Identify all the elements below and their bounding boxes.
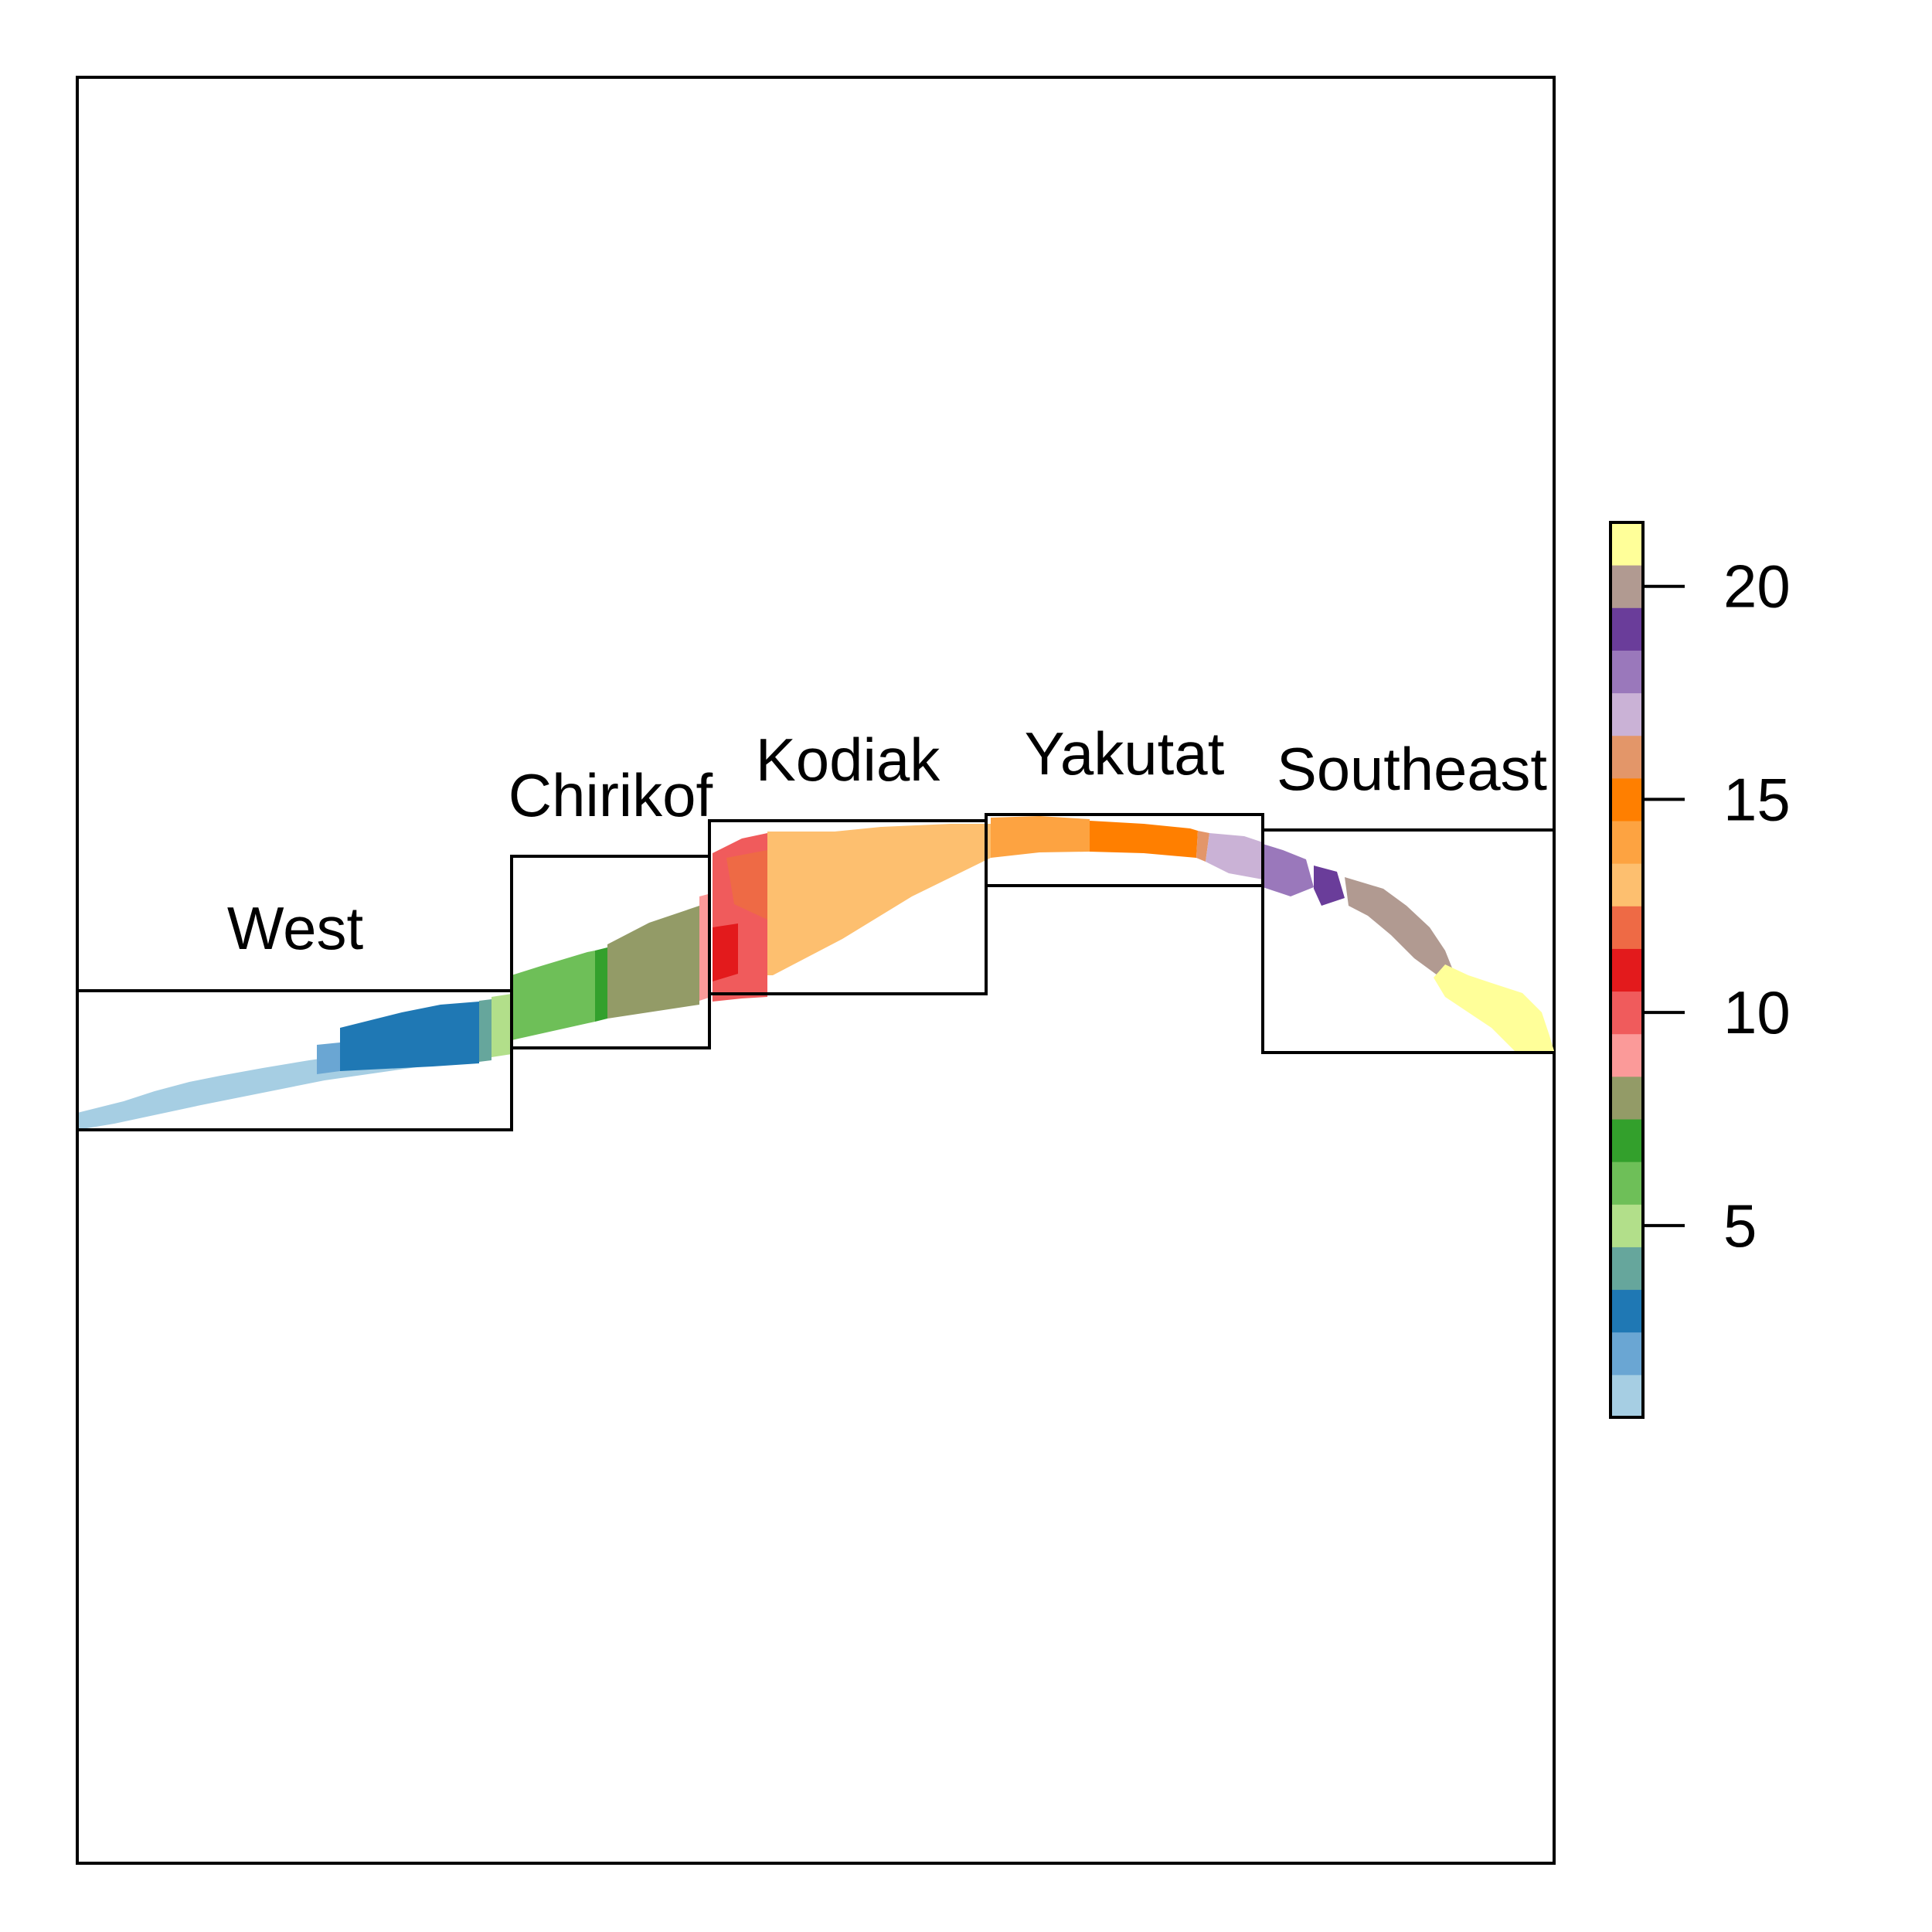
region-labels: West Chirikof Kodiak Yakutat Southeast	[227, 719, 1547, 962]
stratum-13	[767, 824, 991, 975]
stratum-11	[713, 923, 738, 981]
region-label-chirikof: Chirikof	[509, 761, 713, 829]
legend-swatch-12	[1611, 906, 1643, 949]
legend-tick-label-10: 10	[1723, 978, 1791, 1046]
stratum-18	[1263, 844, 1314, 896]
legend-swatch-14	[1611, 821, 1643, 864]
region-label-southeast: Southeast	[1277, 735, 1547, 803]
legend-swatch-5	[1611, 1204, 1643, 1247]
legend-swatch-1	[1611, 1374, 1643, 1418]
region-label-yakutat: Yakutat	[1025, 719, 1225, 787]
legend-swatch-6	[1611, 1162, 1643, 1205]
legend-swatch-20	[1611, 565, 1643, 608]
stratum-20	[1345, 877, 1453, 975]
legend-swatch-21	[1611, 522, 1643, 566]
stratum-5	[492, 994, 512, 1057]
legend-swatch-10	[1611, 991, 1643, 1035]
stratum-15	[1090, 821, 1198, 858]
legend-swatch-11	[1611, 948, 1643, 992]
region-boxes	[76, 813, 1554, 1131]
color-legend: 5 10 15 20	[1609, 521, 1791, 1419]
stratum-2	[317, 1043, 340, 1074]
legend-swatch-17	[1611, 692, 1643, 736]
legend-tick-label-15: 15	[1723, 765, 1791, 833]
stratum-19	[1314, 866, 1345, 906]
stratum-12	[726, 850, 767, 920]
plot-frame	[76, 76, 1556, 1865]
legend-swatch-13	[1611, 863, 1643, 906]
stratum-7	[595, 947, 607, 1022]
stratum-4	[479, 999, 492, 1062]
legend-swatch-4	[1611, 1247, 1643, 1291]
legend-swatch-9	[1611, 1033, 1643, 1077]
legend-frame	[1609, 521, 1645, 1419]
legend-swatch-15	[1611, 777, 1643, 821]
stratum-6	[512, 951, 595, 1040]
legend-swatch-7	[1611, 1119, 1643, 1162]
region-box-west	[76, 989, 513, 1131]
region-label-kodiak: Kodiak	[756, 726, 940, 794]
legend-tick-label-20: 20	[1723, 553, 1791, 621]
legend-swatch-8	[1611, 1076, 1643, 1120]
stratum-17	[1206, 833, 1263, 879]
stratum-21	[1434, 964, 1554, 1051]
stratum-14	[991, 816, 1090, 858]
legend-swatch-18	[1611, 650, 1643, 694]
stratum-16	[1196, 831, 1209, 862]
legend-swatch-3	[1611, 1289, 1643, 1333]
legend-swatch-2	[1611, 1332, 1643, 1376]
region-label-west: West	[227, 894, 364, 962]
legend-swatch-19	[1611, 607, 1643, 651]
strata-fill	[77, 816, 1554, 1130]
legend-tick-label-5: 5	[1723, 1192, 1757, 1260]
stratum-3	[340, 1002, 479, 1071]
region-box-southeast	[1261, 828, 1554, 1054]
stratum-8	[607, 906, 699, 1019]
region-box-kodiak	[708, 819, 988, 995]
legend-swatch-16	[1611, 735, 1643, 779]
